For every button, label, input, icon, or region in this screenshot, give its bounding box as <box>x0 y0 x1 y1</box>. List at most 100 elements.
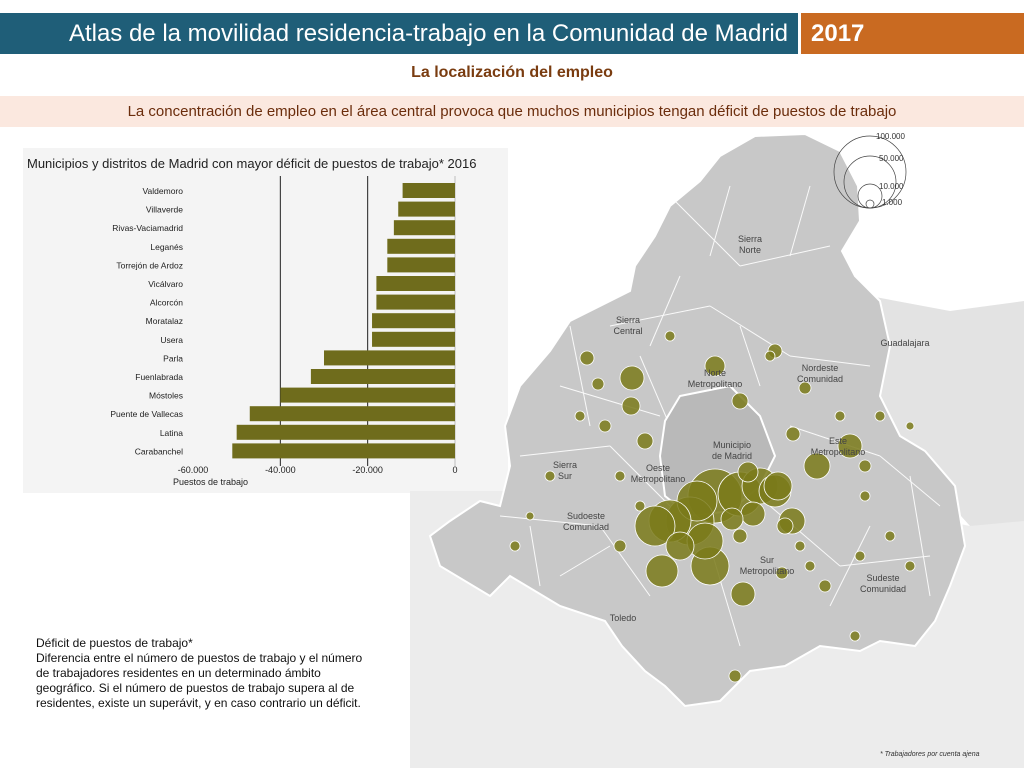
bar <box>387 238 455 254</box>
employment-bubble <box>740 501 766 527</box>
employment-bubble <box>591 377 605 391</box>
municipality-boundary <box>739 325 761 387</box>
employment-bubble <box>818 579 832 593</box>
employment-bubble <box>704 355 726 377</box>
category-label: Latina <box>160 428 183 438</box>
region-label: Central <box>613 326 642 336</box>
employment-bubble <box>798 381 812 395</box>
employment-bubble <box>804 560 816 572</box>
category-label: Fuenlabrada <box>135 372 183 382</box>
region-label: Nordeste <box>802 363 839 373</box>
employment-bubble <box>874 410 886 422</box>
legend-value: 1.000 <box>882 198 903 207</box>
region-label: Oeste <box>646 463 670 473</box>
region-label: Sudeste <box>866 573 899 583</box>
employment-bubble <box>664 330 676 342</box>
municipality-boundary <box>649 275 681 347</box>
category-label: Vicálvaro <box>148 279 183 289</box>
municipality-boundary <box>599 525 651 597</box>
municipality-boundary <box>519 445 611 457</box>
note-heading: Déficit de puestos de trabajo* <box>36 636 193 650</box>
employment-bubble <box>579 350 595 366</box>
employment-bubble <box>764 350 776 362</box>
municipality-boundary <box>789 185 811 257</box>
employment-bubble <box>728 669 742 683</box>
section-subtitle: La localización del empleo <box>411 64 613 81</box>
municipality-boundary <box>529 525 541 587</box>
bar <box>376 276 455 291</box>
legend-values: 100.000 50.000 10.000 1.000 <box>876 132 905 207</box>
deficit-bar-chart: Municipios y distritos de Madrid con may… <box>23 148 508 493</box>
employment-bubble <box>574 410 586 422</box>
region-label: Sur <box>760 555 774 565</box>
map-svg: SierraNorteSierraCentralNorteMetropolita… <box>410 132 1024 768</box>
bar <box>236 424 455 440</box>
employment-bubble <box>776 517 794 535</box>
employment-bubble <box>720 507 744 531</box>
region-label: Metropolitano <box>811 447 866 457</box>
bar-chart-svg: Valdemoro Villaverde Rivas-Vaciamadrid Lega… <box>110 176 458 487</box>
tick-label: 0 <box>452 465 457 475</box>
region-label: Toledo <box>610 613 637 623</box>
tick-label: -60.000 <box>178 465 209 475</box>
category-label: Villaverde <box>146 205 183 215</box>
employment-bubble <box>837 433 863 459</box>
employment-bubble <box>634 500 646 512</box>
employment-bubble <box>854 550 866 562</box>
employment-bubble <box>544 470 556 482</box>
category-label: Valdemoro <box>143 186 184 196</box>
legend-value: 100.000 <box>876 132 905 141</box>
bar <box>249 406 455 422</box>
municipality-boundary <box>879 455 941 507</box>
region-label: Norte <box>704 368 726 378</box>
region-label: Metropolitano <box>740 566 795 576</box>
employment-bubble <box>636 432 654 450</box>
region-label: Comunidad <box>563 522 609 532</box>
municipality-boundary <box>659 185 741 267</box>
madrid-map: Sierra Norte Sierra Central Norte Metropolita… <box>410 126 1024 768</box>
employment-bubble <box>509 540 521 552</box>
bar <box>387 257 455 273</box>
employment-bubble <box>619 365 645 391</box>
employment-bubble <box>904 560 916 572</box>
legend-value: 10.000 <box>879 182 904 191</box>
footnote: * Trabajadores por cuenta ajena <box>880 751 980 758</box>
municipality-boundary <box>609 305 711 327</box>
municipality-boundary <box>709 185 731 257</box>
municipality-boundary <box>609 445 671 507</box>
region-label: Sierra <box>553 460 577 470</box>
region-label: Guadalajara <box>880 338 929 348</box>
municipality-boundary <box>559 545 611 577</box>
municipality-boundary <box>569 325 591 427</box>
municipality-boundary <box>639 355 671 427</box>
bar <box>232 443 455 459</box>
bar <box>372 331 455 347</box>
bar <box>372 313 455 329</box>
header: Atlas de la movilidad residencia-trabajo… <box>0 13 1024 54</box>
employment-bubble <box>598 419 612 433</box>
category-label: Parla <box>163 353 183 363</box>
region-label: Comunidad <box>860 584 906 594</box>
region-label: Sierra <box>738 234 762 244</box>
employment-bubble <box>634 505 676 547</box>
employment-bubble <box>905 421 915 431</box>
employment-bubble <box>525 511 535 521</box>
municipality-boundary <box>559 385 661 417</box>
employment-bubble <box>794 540 806 552</box>
bar <box>324 350 455 366</box>
note-body: Diferencia entre el número de puestos de… <box>36 651 363 710</box>
bar <box>402 183 455 198</box>
year-badge: 2017 <box>801 13 1024 54</box>
category-label: Alcorcón <box>150 298 183 308</box>
category-label: Leganés <box>150 242 183 252</box>
municipality-boundary <box>499 515 601 527</box>
region-label: Sudoeste <box>567 511 605 521</box>
x-axis-label: Puestos de trabajo <box>173 477 248 487</box>
bar <box>398 201 455 217</box>
employment-bubble <box>731 392 749 410</box>
employment-bubble <box>613 539 627 553</box>
employment-bubble <box>621 396 641 416</box>
employment-bubble <box>645 554 679 588</box>
summary-banner: La concentración de empleo en el área ce… <box>0 96 1024 127</box>
category-label: Rivas-Vaciamadrid <box>112 223 183 233</box>
